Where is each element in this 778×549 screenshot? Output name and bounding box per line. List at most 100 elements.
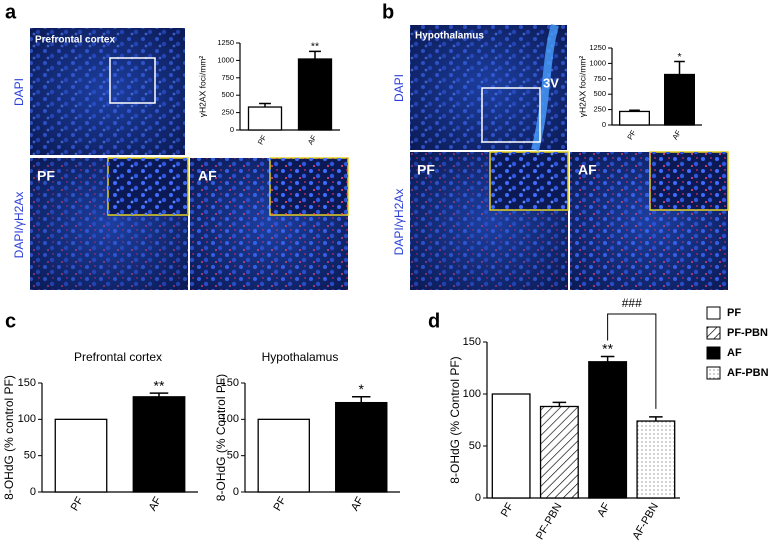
legend-label: PF bbox=[727, 307, 741, 319]
bar bbox=[619, 110, 651, 126]
bar bbox=[636, 420, 676, 499]
x-tick-label: PF-PBN bbox=[534, 501, 565, 542]
bar bbox=[297, 58, 333, 131]
y-axis-title: 8-OHdG (% control PF) bbox=[2, 375, 16, 500]
y-axis-title: γH2AX foci/mm² bbox=[197, 56, 207, 118]
y-tick-label: 500 bbox=[221, 90, 234, 99]
bar bbox=[664, 73, 696, 126]
inset-texture bbox=[270, 158, 348, 215]
significance: * bbox=[359, 381, 365, 397]
bar bbox=[335, 401, 388, 493]
error-bar bbox=[309, 50, 321, 60]
bar bbox=[132, 396, 186, 493]
y-tick-label: 150 bbox=[463, 336, 481, 348]
panel-label: a bbox=[5, 1, 17, 23]
panel-a-images: Prefrontal cortex DAPI PF AF DAPI/γH2Ax bbox=[12, 28, 349, 290]
x-tick-label: AF bbox=[349, 495, 367, 513]
legend-label: PF-PBN bbox=[727, 327, 768, 339]
y-tick-label: 1000 bbox=[217, 55, 234, 64]
panel-label: c bbox=[5, 310, 16, 332]
bar bbox=[257, 418, 310, 493]
micrograph-texture bbox=[30, 28, 185, 155]
bar bbox=[491, 393, 531, 499]
error-bar bbox=[352, 396, 371, 403]
legend-swatch bbox=[706, 306, 721, 320]
ventricle bbox=[531, 23, 559, 152]
legend-swatch bbox=[706, 346, 721, 360]
error-bar bbox=[600, 355, 615, 362]
error-bar bbox=[552, 401, 567, 407]
x-tick-label: AF bbox=[670, 128, 683, 141]
legend-label: AF-PBN bbox=[727, 367, 769, 379]
group-label: PF bbox=[37, 168, 55, 184]
y-tick-label: 0 bbox=[602, 120, 606, 129]
significance: ** bbox=[602, 341, 613, 357]
y-tick-label: 100 bbox=[18, 413, 36, 425]
bar bbox=[247, 106, 283, 131]
y-tick-label: 50 bbox=[24, 450, 36, 462]
inset-texture bbox=[650, 152, 728, 210]
y-tick-label: 250 bbox=[221, 108, 234, 117]
significance: ** bbox=[154, 377, 165, 393]
y-tick-label: 0 bbox=[30, 486, 36, 498]
y-tick-label: 1250 bbox=[589, 43, 606, 52]
panel-label: b bbox=[382, 1, 394, 23]
region-label: Prefrontal cortex bbox=[35, 35, 115, 46]
stain-label: DAPI bbox=[12, 78, 26, 106]
y-tick-label: 0 bbox=[475, 492, 481, 504]
stain-label: DAPI/γH2Ax bbox=[392, 189, 406, 256]
x-tick-label: AF-PBN bbox=[630, 501, 661, 542]
y-tick-label: 1000 bbox=[589, 58, 606, 67]
x-tick-label: AF bbox=[147, 495, 165, 513]
x-tick-label: AF bbox=[595, 501, 613, 519]
region-label: Hypothalamus bbox=[415, 31, 484, 42]
error-bar bbox=[649, 416, 663, 422]
y-tick-label: 150 bbox=[18, 377, 36, 389]
y-tick-label: 500 bbox=[593, 89, 606, 98]
y-tick-label: 750 bbox=[593, 74, 606, 83]
stain-label: DAPI/γH2Ax bbox=[12, 192, 26, 259]
panel-label: d bbox=[428, 310, 440, 332]
x-tick-label: PF bbox=[69, 495, 87, 513]
error-bar bbox=[259, 102, 271, 108]
landmark-label: 3V bbox=[543, 75, 559, 90]
x-tick-label: PF bbox=[271, 495, 289, 513]
panel-b-images: Hypothalamus 3V DAPI PF AF DAPI/γH2Ax bbox=[392, 23, 729, 290]
chart-title: Prefrontal cortex bbox=[74, 350, 162, 364]
stain-label: DAPI bbox=[392, 74, 406, 102]
inset-texture bbox=[108, 158, 188, 215]
y-axis-title: 8-OHdG (% Control PF) bbox=[214, 374, 228, 501]
x-tick-label: PF bbox=[625, 128, 638, 141]
significance: ** bbox=[311, 41, 319, 53]
error-bar bbox=[674, 60, 685, 75]
chart-title: Hypothalamus bbox=[262, 350, 339, 364]
legend-label: AF bbox=[727, 347, 742, 359]
bracket-label: ### bbox=[622, 296, 642, 310]
zoom-box bbox=[481, 87, 541, 143]
group-label: AF bbox=[198, 168, 217, 184]
error-bar bbox=[629, 109, 640, 112]
y-tick-label: 250 bbox=[593, 105, 606, 114]
x-tick-label: AF bbox=[306, 133, 319, 146]
legend-swatch bbox=[706, 366, 721, 380]
inset-texture bbox=[490, 152, 568, 210]
bar bbox=[588, 361, 628, 499]
y-axis-title: γH2AX foci/mm² bbox=[577, 56, 587, 118]
group-label: AF bbox=[578, 162, 597, 178]
y-tick-label: 50 bbox=[227, 450, 239, 462]
y-tick-label: 100 bbox=[463, 388, 481, 400]
error-bar bbox=[149, 392, 169, 397]
y-axis-title: 8-OHdG (% Control PF) bbox=[448, 356, 462, 483]
y-tick-label: 750 bbox=[221, 73, 234, 82]
y-tick-label: 150 bbox=[221, 377, 239, 389]
zoom-box bbox=[109, 57, 156, 104]
x-tick-label: PF bbox=[499, 501, 517, 519]
bracket bbox=[607, 313, 657, 409]
y-tick-label: 1250 bbox=[217, 38, 234, 47]
legend-swatch bbox=[706, 326, 721, 340]
bar bbox=[54, 418, 108, 493]
y-tick-label: 0 bbox=[230, 125, 234, 134]
y-tick-label: 0 bbox=[233, 486, 239, 498]
significance: * bbox=[677, 51, 681, 63]
